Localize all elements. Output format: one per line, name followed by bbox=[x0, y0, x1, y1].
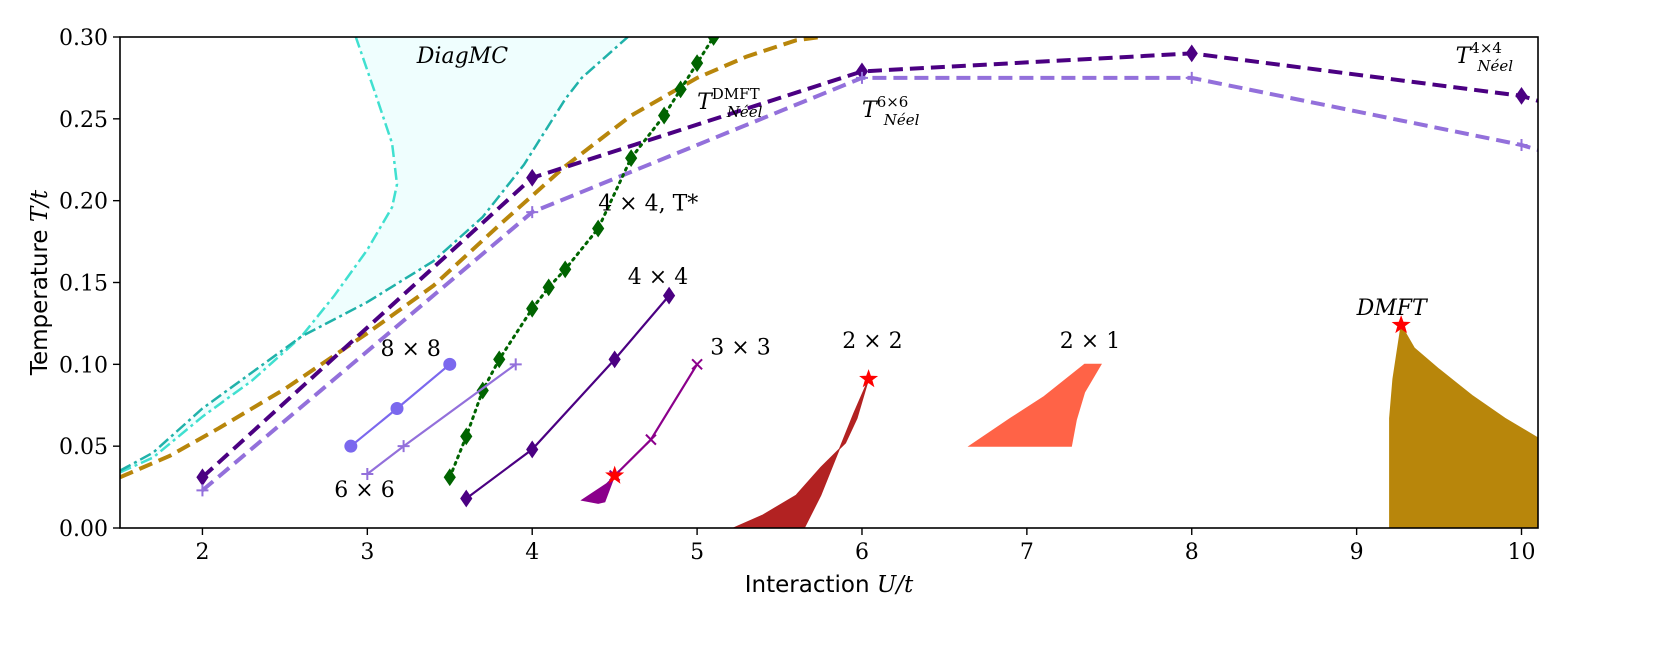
series-3x3 bbox=[608, 358, 703, 482]
data-point bbox=[691, 358, 703, 371]
label-diagmc: DiagMC bbox=[416, 44, 508, 69]
y-tick-label: 0.10 bbox=[59, 353, 108, 378]
label-dmft: DMFT bbox=[1356, 296, 1429, 321]
y-tick-label: 0.30 bbox=[59, 26, 108, 51]
data-point bbox=[855, 71, 868, 84]
star-2x2 bbox=[859, 369, 879, 388]
plot-area bbox=[120, 37, 1538, 528]
diagmc-right-boundary bbox=[120, 37, 629, 472]
data-point bbox=[443, 468, 456, 487]
y-axis-label-math: T/t bbox=[27, 189, 53, 222]
x-tick-label: 8 bbox=[1185, 540, 1199, 565]
series-6x6 bbox=[361, 358, 522, 480]
x-tick-label: 6 bbox=[855, 540, 869, 565]
label-tneel-6x6: T6×6 Néel bbox=[862, 93, 920, 129]
x-tick-label: 3 bbox=[360, 540, 374, 565]
data-point bbox=[592, 219, 605, 238]
y-tick-label: 0.25 bbox=[59, 108, 108, 133]
data-point bbox=[542, 278, 555, 297]
data-point bbox=[397, 440, 410, 453]
y-tick-label: 0.05 bbox=[59, 435, 108, 460]
dmft-region bbox=[1389, 323, 1538, 528]
label-tneel-4x4: T4×4 Néel bbox=[1456, 39, 1514, 75]
label-4x4-tstar: 4 × 4, T* bbox=[598, 192, 698, 217]
series-line bbox=[366, 363, 517, 475]
data-point bbox=[361, 467, 374, 480]
data-point bbox=[1185, 71, 1198, 84]
data-point bbox=[526, 206, 539, 219]
2x1-region bbox=[967, 363, 1102, 447]
data-point bbox=[608, 350, 621, 369]
series-line bbox=[465, 294, 670, 500]
x-axis-label-text: Interaction bbox=[745, 572, 877, 598]
data-point bbox=[662, 286, 676, 305]
data-point bbox=[526, 168, 539, 187]
y-axis-label-text: Temperature bbox=[27, 222, 53, 376]
data-point bbox=[390, 402, 404, 416]
y-tick-label: 0.15 bbox=[59, 272, 108, 297]
x-tick-label: 4 bbox=[525, 540, 539, 565]
diagmc-left-boundary bbox=[120, 37, 399, 474]
data-point bbox=[674, 80, 687, 99]
star-3x3 bbox=[605, 465, 625, 484]
series-4x4-tstar bbox=[443, 37, 720, 487]
label-3x3: 3 × 3 bbox=[710, 336, 770, 361]
data-point bbox=[707, 37, 720, 46]
x-tick-label: 9 bbox=[1350, 540, 1364, 565]
series-4x4 bbox=[460, 286, 676, 508]
data-point bbox=[645, 433, 657, 446]
y-tick-label: 0.00 bbox=[59, 517, 108, 542]
data-point bbox=[1515, 139, 1528, 152]
x-tick-label: 5 bbox=[690, 540, 704, 565]
data-point bbox=[559, 260, 572, 279]
axes-frame bbox=[119, 36, 1539, 529]
label-tneel-dmft: TDMFT Néel bbox=[697, 85, 763, 121]
series-t-neel-dmft bbox=[120, 37, 822, 480]
x-axis-label: Interaction U/t bbox=[745, 572, 914, 598]
label-2x2: 2 × 2 bbox=[842, 329, 902, 354]
x-axis-label-math: U/t bbox=[877, 572, 914, 598]
data-point bbox=[460, 427, 473, 446]
y-axis-label: Temperature T/t bbox=[27, 189, 53, 376]
y-tick-label: 0.20 bbox=[59, 190, 108, 215]
data-point bbox=[690, 54, 704, 73]
label-2x1: 2 × 1 bbox=[1060, 329, 1120, 354]
data-point bbox=[526, 299, 539, 318]
data-point bbox=[509, 358, 522, 371]
3x3-region bbox=[580, 475, 616, 504]
2x2-region bbox=[733, 378, 870, 528]
data-point bbox=[460, 489, 473, 508]
x-tick-label: 10 bbox=[1508, 540, 1536, 565]
data-point bbox=[625, 149, 638, 167]
star-DMFT bbox=[1391, 315, 1411, 334]
annotations: DiagMC TDMFT Néel T6×6 Néel T4×4 Néel 4 × 4, T*… bbox=[334, 39, 1513, 503]
series-8x8 bbox=[344, 357, 457, 453]
label-8x8: 8 × 8 bbox=[381, 337, 441, 362]
series-t-neel-4x4 bbox=[196, 44, 1538, 487]
data-point bbox=[443, 357, 457, 371]
label-4x4: 4 × 4 bbox=[628, 265, 688, 290]
data-point bbox=[526, 440, 539, 459]
data-point bbox=[1515, 87, 1528, 105]
data-point bbox=[658, 106, 671, 125]
data-point bbox=[344, 439, 358, 453]
x-tick-label: 7 bbox=[1020, 540, 1034, 565]
series-line bbox=[120, 37, 822, 480]
data-point bbox=[196, 484, 209, 497]
label-6x6: 6 × 6 bbox=[334, 478, 394, 503]
diagmc-region bbox=[120, 37, 628, 473]
x-tick-label: 2 bbox=[195, 540, 209, 565]
data-point bbox=[1185, 44, 1198, 63]
series-t-neel-6x6 bbox=[196, 71, 1538, 497]
data-point bbox=[493, 350, 506, 369]
series-line bbox=[613, 363, 699, 477]
axis-ticks: 2 3 4 5 6 7 8 9 10 0.00 0.05 0.10 0.15 0.20 0.25 0.30 bbox=[59, 26, 1535, 565]
